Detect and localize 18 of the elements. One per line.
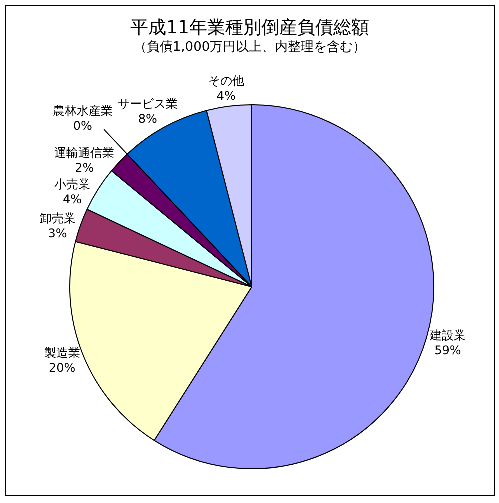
data-label: 8% — [138, 112, 158, 126]
data-label: 59% — [434, 343, 462, 358]
slice-label: 卸売業 — [40, 211, 76, 226]
slice-label: サービス業 — [118, 97, 178, 112]
data-label: 2% — [75, 161, 94, 176]
chart-subtitle: （負債1,000万円以上、内整理を含む） — [134, 40, 366, 55]
slice-label: 建設業 — [428, 328, 466, 342]
slice-label: 小売業 — [54, 177, 91, 192]
text: 0% — [73, 119, 92, 134]
chart-title: 平成11年業種別倒産負債総額 — [130, 18, 370, 38]
category-label: 農林水産業 — [52, 104, 113, 118]
slice-label: その他 — [208, 74, 244, 88]
data-label: 4% — [63, 192, 82, 206]
slice-label: 運輸通信業 — [54, 146, 115, 160]
data-label: 4% — [216, 89, 236, 104]
slice-label: 製造業 — [44, 346, 80, 360]
data-label: 20% — [48, 361, 76, 376]
data-label: 3% — [48, 226, 68, 240]
